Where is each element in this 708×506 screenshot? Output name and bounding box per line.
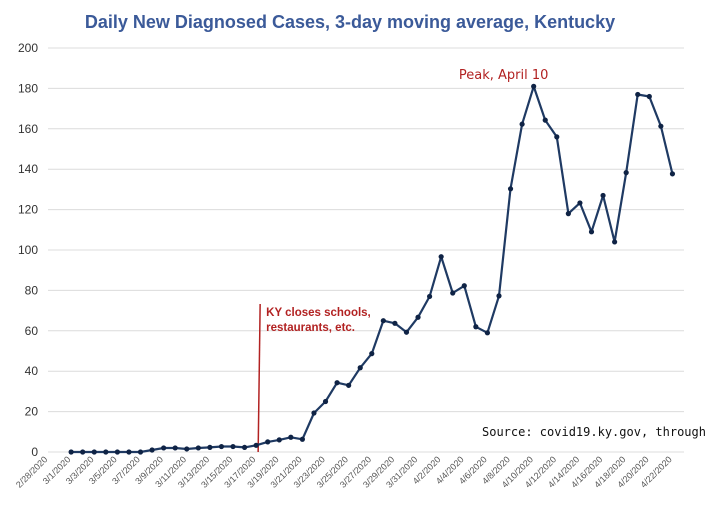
data-point [669,171,676,177]
data-point [276,437,282,443]
data-point [531,83,537,89]
data-point [288,434,294,440]
gridlines [48,47,684,453]
data-point [114,449,120,455]
y-tick-label: 80 [25,283,39,297]
data-point [149,447,155,453]
data-point [137,449,144,455]
data-point [392,320,398,326]
y-tick-label: 160 [18,122,38,136]
series-line [71,85,674,454]
data-point [496,293,502,299]
data-point [346,382,352,388]
data-point [184,446,190,452]
data-point [369,351,375,357]
data-point [380,318,386,324]
data-point [218,443,225,450]
data-points [68,83,676,455]
y-tick-label: 200 [18,41,38,55]
data-point [80,449,86,455]
data-point [207,444,213,450]
data-point [230,443,236,450]
y-tick-label: 140 [18,162,38,176]
data-point [299,436,305,442]
y-tick-label: 60 [25,324,39,338]
y-tick-label: 180 [18,81,38,95]
data-point [68,449,74,455]
data-point [195,445,201,451]
data-point [519,121,525,127]
data-point [265,439,271,445]
data-point [438,254,444,260]
ky-closes-annotation-line-1: KY closes schools, [266,307,371,319]
data-point [461,283,467,289]
data-point [311,410,317,416]
data-point [126,449,132,455]
x-axis-ticks: 2/28/20203/1/20203/3/20203/5/20203/7/202… [14,454,674,489]
data-point [646,93,652,100]
chart-title: Daily New Diagnosed Cases, 3-day moving … [85,12,615,32]
data-point [554,134,560,140]
data-point [484,330,491,336]
ky-closes-annotation-line-2: restaurants, etc. [266,322,355,334]
data-point [357,365,363,371]
data-point [403,329,410,335]
data-point [161,445,167,451]
data-point [658,123,664,129]
peak-annotation: Peak, April 10 [459,68,549,83]
x-tick-label: 2/28/2020 [14,454,49,489]
data-point [91,449,97,455]
data-point [577,200,583,206]
data-point [415,314,421,320]
y-tick-label: 20 [25,405,39,419]
data-point [612,239,618,245]
data-point [565,211,571,217]
y-tick-label: 0 [31,445,38,459]
data-point [635,91,641,98]
y-tick-label: 40 [25,364,39,378]
annotations: KY closes schools, restaurants, etc. Pea… [257,68,549,453]
source-note: Source: covid19.ky.gov, through 4/22/20 [482,425,708,439]
data-point [600,192,606,199]
data-point [253,442,259,448]
data-point [322,398,329,405]
data-point [427,293,433,300]
ky-closes-marker-line [257,303,261,453]
data-point [172,445,178,451]
data-point [623,170,629,176]
data-point [507,186,514,192]
data-point [450,290,456,296]
data-point [241,444,248,450]
y-tick-label: 100 [18,243,38,257]
data-point [473,324,479,330]
ky-closes-annotation: KY closes schools, restaurants, etc. [266,307,374,334]
data-point [334,380,340,386]
data-point [588,229,595,235]
data-point [542,117,548,123]
y-axis-ticks: 0 20 40 60 80 100 120 140 160 180 200 [18,41,38,459]
y-tick-label: 120 [18,203,38,217]
data-point [103,449,109,455]
